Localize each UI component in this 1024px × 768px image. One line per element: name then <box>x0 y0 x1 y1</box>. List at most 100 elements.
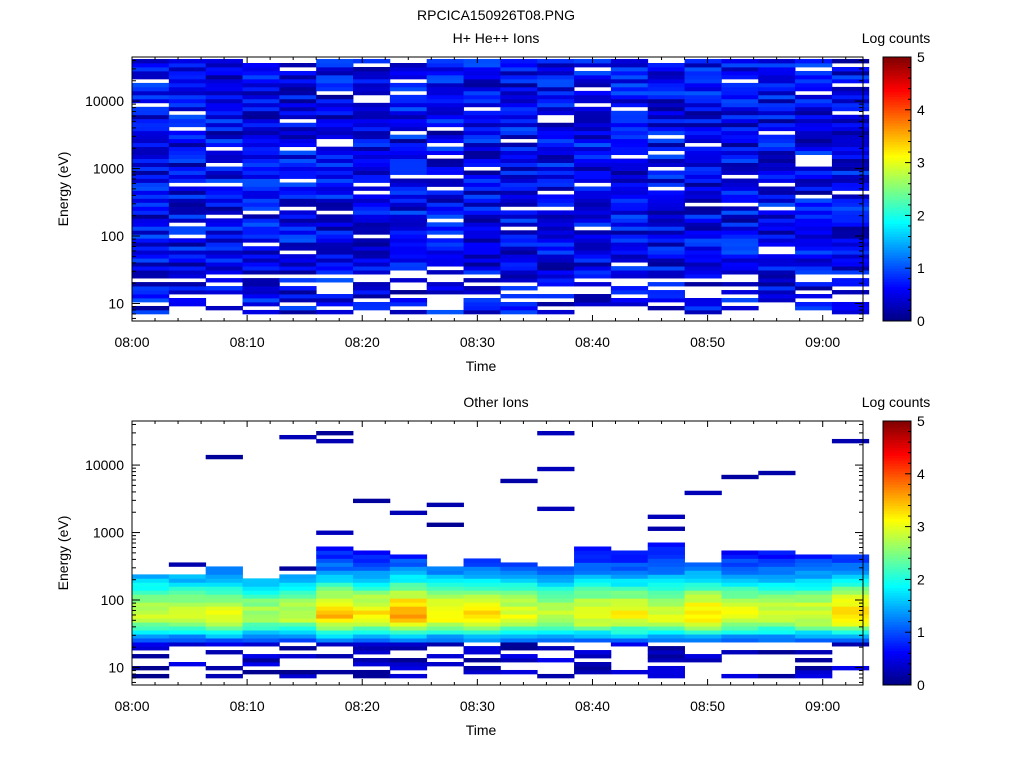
heatmap-cell <box>242 170 280 175</box>
heatmap-cell <box>353 90 391 96</box>
heatmap-cell <box>684 138 722 144</box>
heatmap-cell <box>831 59 870 64</box>
x-tick-label: 08:00 <box>114 334 149 350</box>
heatmap-cell <box>463 94 501 100</box>
heatmap-cell <box>389 309 428 315</box>
y-tick-label: 10000 <box>85 93 124 109</box>
heatmap-cell <box>389 638 428 643</box>
heatmap-cell <box>831 210 870 215</box>
colorbar-swatch <box>883 423 911 427</box>
heatmap-cell <box>500 602 538 607</box>
heatmap-cell <box>316 70 354 76</box>
heatmap-cell <box>426 590 464 595</box>
colorbar-swatch <box>883 666 911 670</box>
heatmap-cell <box>610 126 649 132</box>
colorbar-swatch <box>883 273 911 277</box>
heatmap-cell <box>684 198 722 203</box>
heatmap-cell <box>758 558 796 563</box>
heatmap-cell <box>389 190 428 195</box>
heatmap-cell <box>758 94 796 100</box>
heatmap-cell <box>279 150 317 156</box>
heatmap-cell <box>537 170 575 175</box>
heatmap-cell <box>684 146 722 152</box>
colorbar-swatch <box>883 539 911 543</box>
heatmap-cell <box>463 578 501 583</box>
heatmap-cell <box>353 586 391 591</box>
heatmap-cell <box>316 222 354 227</box>
heatmap-cell <box>205 226 243 231</box>
heatmap-cell <box>684 254 722 259</box>
heatmap-cell <box>610 222 649 227</box>
heatmap-cell <box>647 526 685 531</box>
heatmap-cell <box>684 98 722 104</box>
heatmap-cell <box>574 190 612 195</box>
heatmap-cell <box>758 602 796 607</box>
heatmap-cell <box>721 86 759 92</box>
heatmap-cell <box>463 650 501 655</box>
heatmap-cell <box>610 586 649 591</box>
heatmap-cell <box>205 106 243 112</box>
heatmap-cell <box>500 294 538 299</box>
heatmap-cell <box>758 634 796 639</box>
heatmap-cell <box>426 106 464 112</box>
heatmap-cell <box>574 558 612 563</box>
colorbar-swatch <box>883 619 911 623</box>
heatmap-cell <box>353 673 391 679</box>
heatmap-cell <box>205 242 243 247</box>
heatmap-cell <box>463 218 501 223</box>
heatmap-cell <box>537 194 575 199</box>
colorbar-swatch <box>883 99 911 103</box>
heatmap-cell <box>610 554 649 559</box>
heatmap-cell <box>242 586 280 591</box>
heatmap-cell <box>500 301 538 307</box>
heatmap-cell <box>831 586 870 591</box>
x-tick-label: 08:30 <box>460 698 495 714</box>
heatmap-cell <box>389 266 428 271</box>
colorbar-swatch <box>883 479 911 483</box>
heatmap-cell <box>426 138 464 144</box>
heatmap-cell <box>132 218 170 223</box>
heatmap-cell <box>500 630 538 635</box>
heatmap-cell <box>795 594 833 599</box>
heatmap-cell <box>132 582 170 587</box>
heatmap-cell <box>758 562 796 567</box>
heatmap-cell <box>831 178 870 183</box>
heatmap-cell <box>353 238 391 243</box>
heatmap-cell <box>795 610 833 615</box>
heatmap-cell <box>537 174 575 179</box>
heatmap-cell <box>574 662 612 667</box>
heatmap-cell <box>463 154 501 159</box>
heatmap-cell <box>389 658 428 663</box>
heatmap-cell <box>132 178 170 183</box>
heatmap-cell <box>353 622 391 627</box>
heatmap-cell <box>647 250 685 255</box>
heatmap-cell <box>721 262 759 267</box>
heatmap-cell <box>389 301 428 307</box>
heatmap-cell <box>205 234 243 239</box>
heatmap-cell <box>574 138 612 144</box>
heatmap-cell <box>684 170 722 175</box>
heatmap-cell <box>795 234 833 239</box>
heatmap-cell <box>463 309 501 315</box>
heatmap-cell <box>168 246 207 251</box>
heatmap-cell <box>316 74 354 80</box>
heatmap-cell <box>242 202 280 207</box>
heatmap-cell <box>647 110 685 116</box>
heatmap-cell <box>168 154 207 159</box>
heatmap-cell <box>242 134 280 140</box>
heatmap-cell <box>353 114 391 120</box>
heatmap-cell <box>647 650 685 655</box>
heatmap-cell <box>426 602 464 607</box>
heatmap-cell <box>684 110 722 116</box>
heatmap-cell <box>684 618 722 623</box>
heatmap-cell <box>279 70 317 76</box>
heatmap-cell <box>205 454 243 460</box>
heatmap-cell <box>721 182 759 187</box>
heatmap-cell <box>684 194 722 199</box>
heatmap-cell <box>500 262 538 267</box>
heatmap-cell <box>537 166 575 171</box>
heatmap-cell <box>426 258 464 263</box>
heatmap-cell <box>463 602 501 607</box>
heatmap-cell <box>574 634 612 639</box>
colorbar-swatch <box>883 452 911 456</box>
